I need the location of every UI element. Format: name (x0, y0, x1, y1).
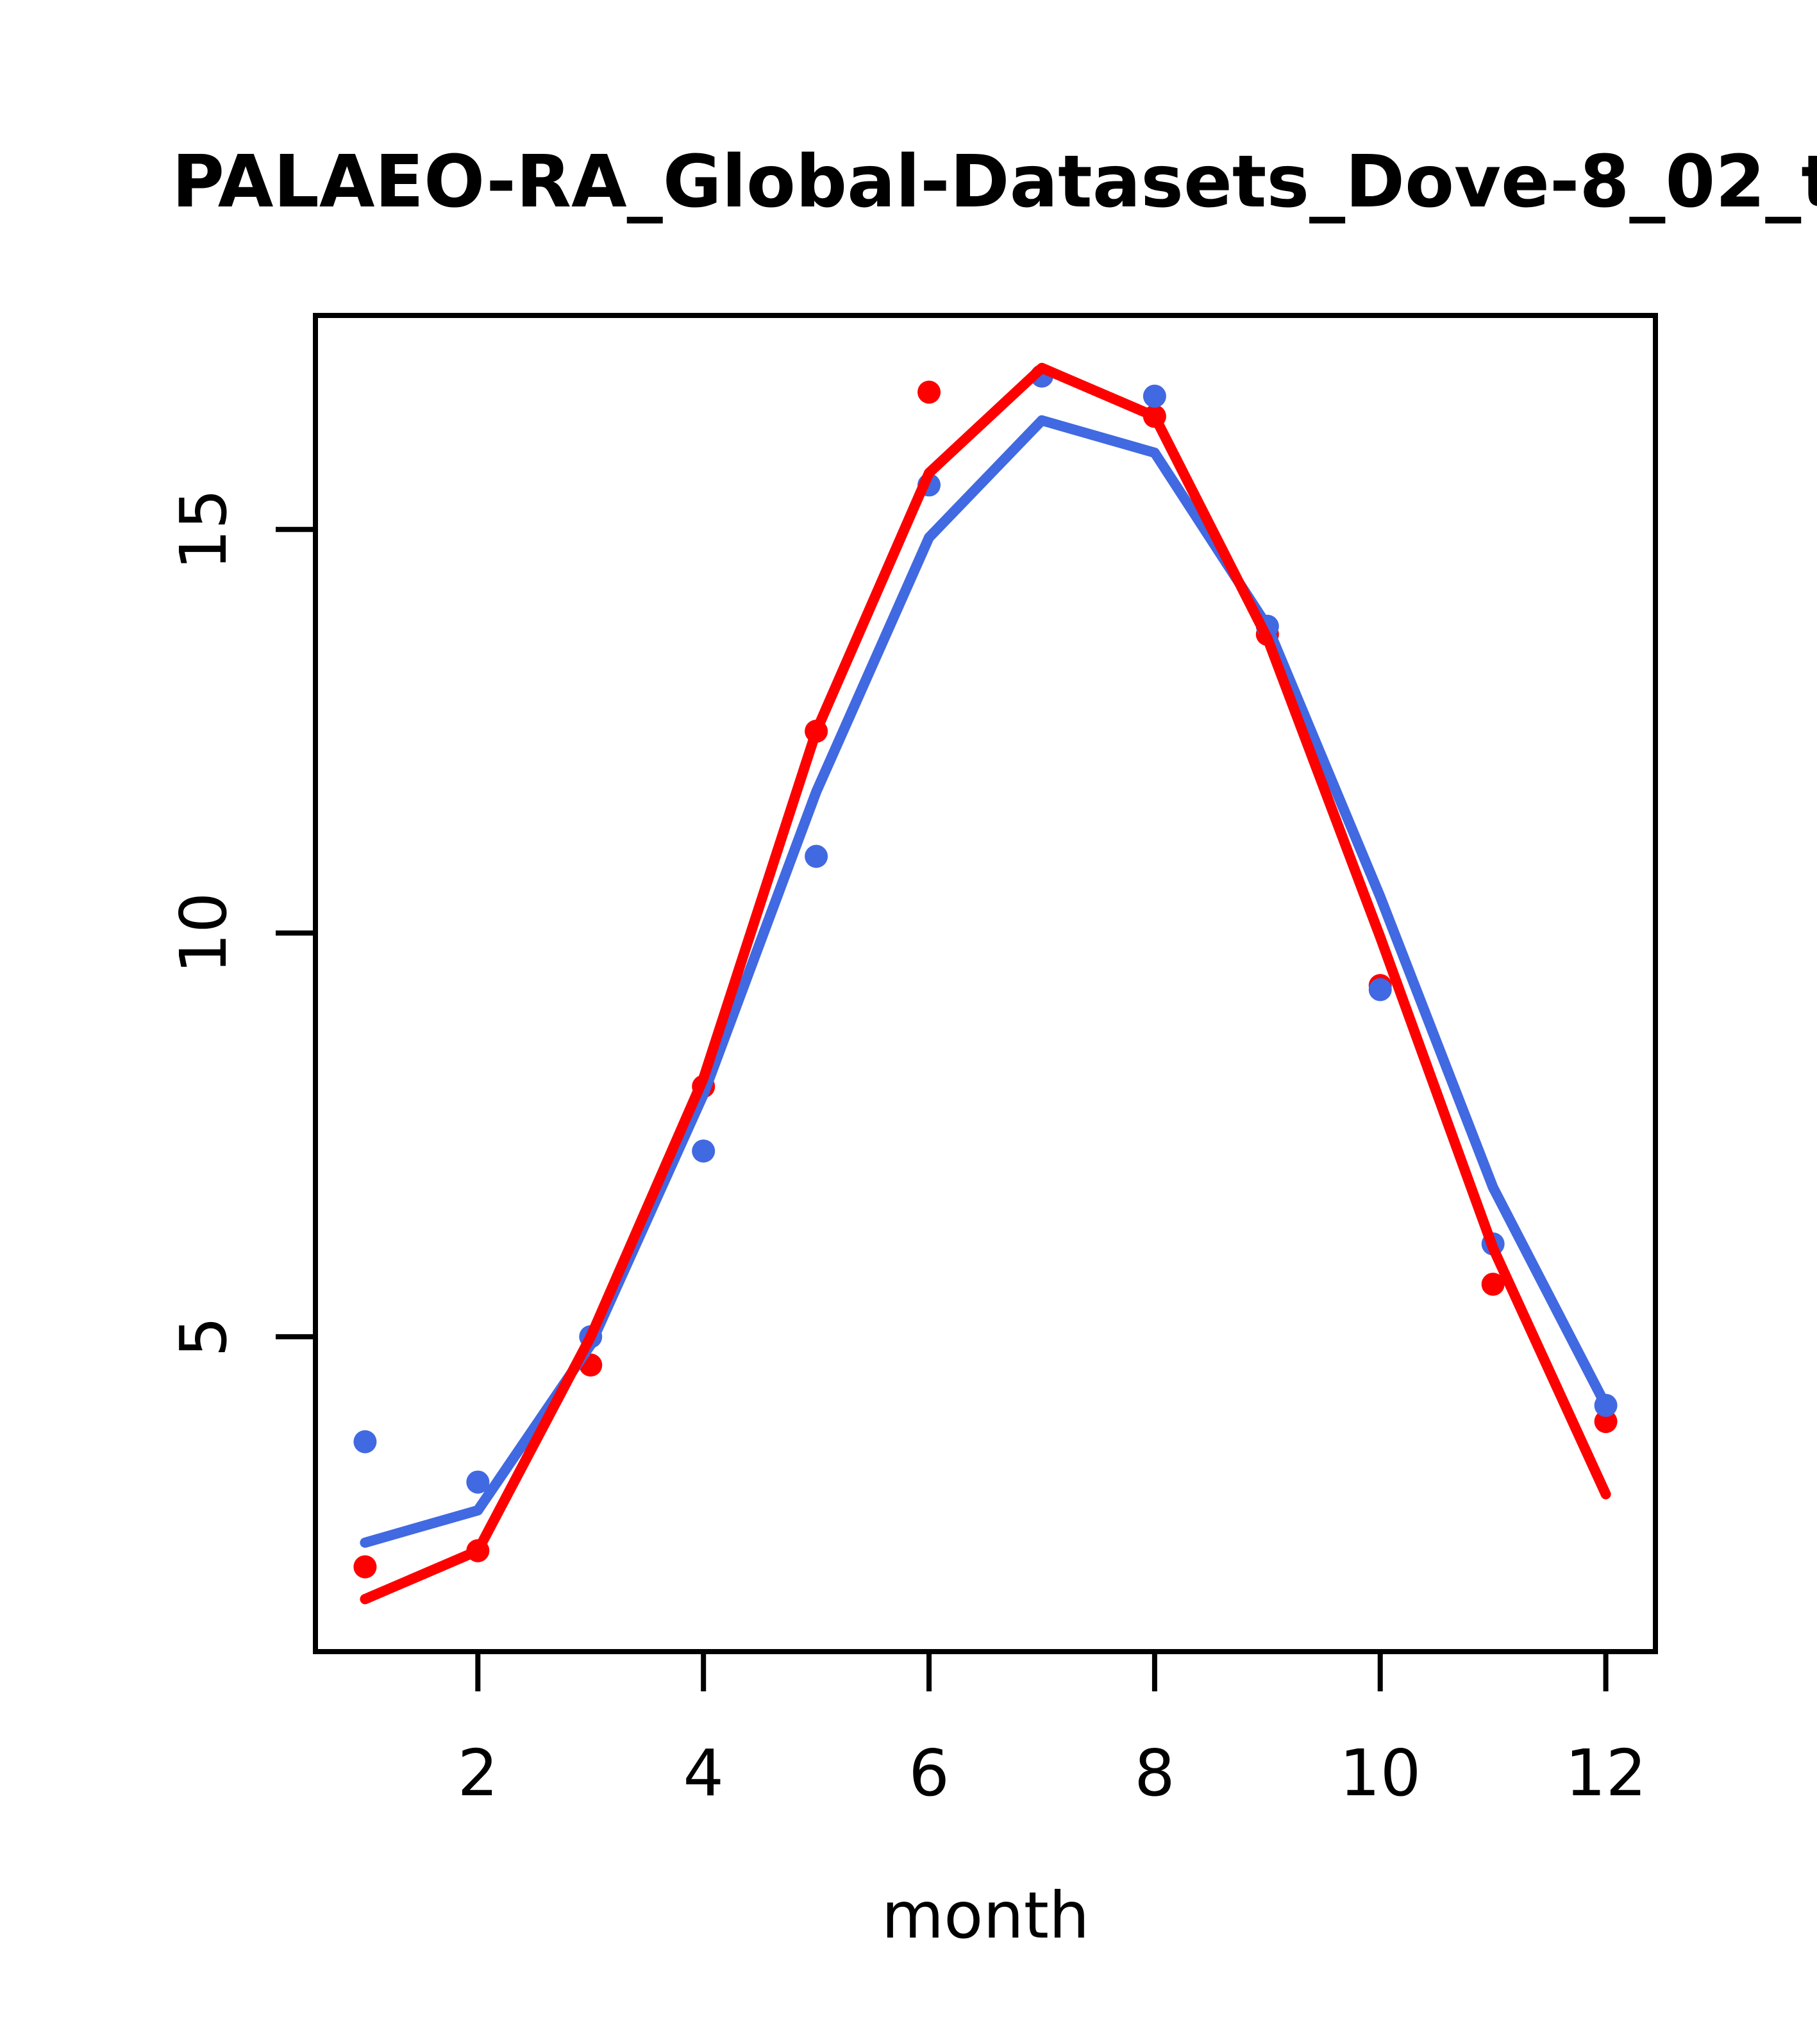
x-tick-label: 4 (683, 1736, 724, 1811)
blue-line (360, 415, 1611, 1548)
blue-points-marker (692, 1139, 716, 1163)
blue-points-marker (805, 844, 828, 868)
x-tick-label: 12 (1565, 1736, 1646, 1811)
blue-points-marker (1143, 384, 1166, 408)
blue-points-marker (1368, 978, 1392, 1001)
x-tick-label: 6 (908, 1736, 950, 1811)
y-tick-label: 5 (166, 1316, 241, 1357)
series-layer (353, 362, 1618, 1605)
x-tick-label: 10 (1339, 1736, 1421, 1811)
red-points-marker (1594, 1410, 1618, 1434)
x-tick-label: 8 (1134, 1736, 1175, 1811)
red-points-marker (1481, 1273, 1505, 1296)
x-tick-label: 2 (458, 1736, 499, 1811)
x-axis-label: month (882, 1878, 1090, 1953)
red-line (360, 362, 1611, 1605)
red-points-marker (353, 1555, 377, 1579)
chart-title: PALAEO-RA_Global-Datasets_Dove-8_02_ta (172, 140, 1817, 224)
blue-points-marker (466, 1470, 490, 1494)
y-tick-label: 15 (166, 489, 241, 570)
axes-layer: 2 4 6 8 10 12 5 10 15 (166, 313, 1658, 1811)
plot-border (313, 313, 1658, 1654)
red-points-marker (917, 380, 941, 404)
blue-points-marker (353, 1430, 377, 1453)
y-tick-label: 10 (166, 892, 241, 974)
